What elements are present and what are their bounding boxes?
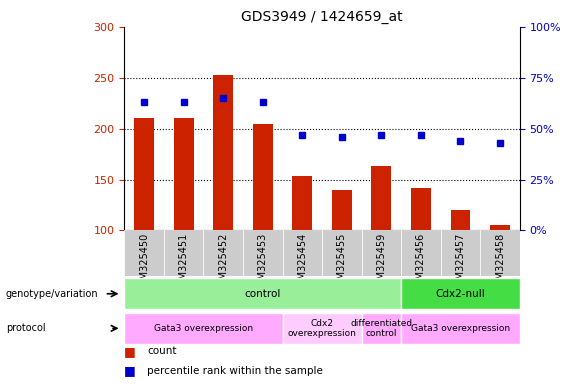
Bar	[282, 313, 362, 344]
Text: control: control	[245, 289, 281, 299]
Bar	[214, 75, 233, 230]
Bar	[164, 230, 203, 276]
Text: Cdx2-null: Cdx2-null	[436, 289, 485, 299]
Bar	[282, 230, 322, 276]
Text: GSM325453: GSM325453	[258, 233, 268, 292]
Text: GSM325452: GSM325452	[218, 233, 228, 292]
Bar	[411, 188, 431, 230]
Bar	[253, 124, 273, 230]
Text: ■: ■	[124, 364, 136, 377]
Bar	[124, 278, 401, 310]
Text: differentiated
control: differentiated control	[350, 319, 412, 338]
Bar	[322, 230, 362, 276]
Text: GSM325451: GSM325451	[179, 233, 189, 292]
Bar	[124, 313, 282, 344]
Bar	[441, 230, 480, 276]
Bar	[203, 230, 243, 276]
Bar	[480, 230, 520, 276]
Text: GSM325456: GSM325456	[416, 233, 426, 292]
Text: GSM325459: GSM325459	[376, 233, 386, 292]
Text: GSM325458: GSM325458	[495, 233, 505, 292]
Text: GSM325457: GSM325457	[455, 233, 466, 292]
Text: Gata3 overexpression: Gata3 overexpression	[411, 324, 510, 333]
Bar	[451, 210, 471, 230]
Title: GDS3949 / 1424659_at: GDS3949 / 1424659_at	[241, 10, 403, 25]
Bar	[243, 230, 282, 276]
Text: protocol: protocol	[6, 323, 45, 333]
Bar	[372, 166, 392, 230]
Bar	[401, 313, 520, 344]
Bar	[332, 190, 352, 230]
Bar	[401, 278, 520, 310]
Text: GSM325455: GSM325455	[337, 233, 347, 292]
Text: genotype/variation: genotype/variation	[6, 289, 98, 299]
Bar	[293, 177, 312, 230]
Text: Gata3 overexpression: Gata3 overexpression	[154, 324, 253, 333]
Text: percentile rank within the sample: percentile rank within the sample	[147, 366, 323, 376]
Bar	[401, 230, 441, 276]
Text: GSM325454: GSM325454	[297, 233, 307, 292]
Text: count: count	[147, 346, 176, 356]
Bar	[134, 118, 154, 230]
Bar	[490, 225, 510, 230]
Bar	[124, 230, 164, 276]
Text: Cdx2
overexpression: Cdx2 overexpression	[288, 319, 357, 338]
Text: ■: ■	[124, 345, 136, 358]
Text: GSM325450: GSM325450	[139, 233, 149, 292]
Bar	[362, 230, 401, 276]
Bar	[362, 313, 401, 344]
Bar	[174, 118, 193, 230]
